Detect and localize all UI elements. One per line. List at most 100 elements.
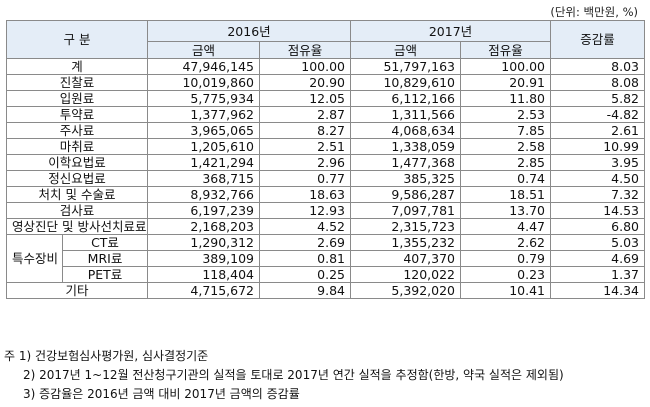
special-equipment-label: 특수장비: [6, 234, 63, 283]
amount-2016: 389,109: [147, 250, 261, 267]
amount-2016: 3,965,065: [147, 122, 261, 139]
row-label: 주사료: [5, 122, 149, 139]
share-2016: 100.00: [259, 58, 352, 75]
row-label: 계: [5, 58, 149, 75]
share-2017: 2.58: [460, 138, 552, 155]
table-row: 이학요법료 1,421,294 2.96 1,477,368 2.85 3.95: [5, 154, 646, 171]
table-row: 기타 4,715,672 9.84 5,392,020 10.41 14.34: [5, 282, 646, 299]
share-2017: 20.91: [460, 74, 552, 91]
header-amount-2017: 금액: [350, 41, 462, 59]
change-rate: -4.82: [550, 106, 646, 123]
share-2016: 12.93: [259, 202, 352, 219]
amount-2017: 385,325: [350, 170, 462, 187]
row-label: 이학요법료: [5, 154, 149, 171]
header-amount-2016: 금액: [147, 41, 261, 59]
footnotes: 주 1) 건강보험심사평가원, 심사결정기준 2) 2017년 1~12월 전산…: [4, 347, 564, 404]
share-2017: 13.70: [460, 202, 552, 219]
footnote: 3) 증감율은 2016년 금액 대비 2017년 금액의 증감률: [23, 387, 300, 401]
amount-2017: 6,112,166: [350, 90, 462, 107]
header-category: 구 분: [5, 20, 149, 59]
row-label: MRI료: [61, 250, 149, 267]
change-rate: 8.08: [550, 74, 646, 91]
header-year-2016: 2016년: [147, 20, 352, 42]
change-rate: 5.03: [550, 234, 646, 251]
row-label: 투약료: [5, 106, 149, 123]
amount-2016: 47,946,145: [147, 58, 261, 75]
row-label: 진찰료: [5, 74, 149, 91]
change-rate: 1.37: [550, 266, 646, 283]
row-label: 마취료: [5, 138, 149, 155]
share-2016: 0.81: [259, 250, 352, 267]
share-2017: 11.80: [460, 90, 552, 107]
row-label: 영상진단 및 방사선치료료: [5, 218, 149, 235]
change-rate: 4.69: [550, 250, 646, 267]
row-label: 검사료: [5, 202, 149, 219]
header-row-sub: 금액 점유율 금액 점유율: [7, 41, 645, 59]
share-2016: 20.90: [259, 74, 352, 91]
share-2017: 0.74: [460, 170, 552, 187]
row-label: PET료: [61, 266, 149, 283]
amount-2017: 1,311,566: [350, 106, 462, 123]
share-2017: 100.00: [460, 58, 552, 75]
amount-2017: 1,355,232: [350, 234, 462, 251]
share-2016: 4.52: [259, 218, 352, 235]
data-table: 구 분 2016년 2017년 증감률 금액 점유율 금액 점유율 계 47,9…: [5, 20, 646, 299]
footnote: 주 1) 건강보험심사평가원, 심사결정기준: [4, 349, 209, 363]
share-2016: 9.84: [259, 282, 352, 299]
unit-label: (단위: 백만원, %): [550, 5, 638, 19]
amount-2016: 10,019,860: [147, 74, 261, 91]
amount-2017: 10,829,610: [350, 74, 462, 91]
share-2016: 2.69: [259, 234, 352, 251]
row-label: CT료: [61, 234, 149, 251]
amount-2017: 2,315,723: [350, 218, 462, 235]
amount-2017: 120,022: [350, 266, 462, 283]
share-2016: 2.96: [259, 154, 352, 171]
row-label: 처치 및 수술료: [5, 186, 149, 203]
change-rate: 5.82: [550, 90, 646, 107]
amount-2016: 118,404: [147, 266, 261, 283]
table-row: 투약료 1,377,962 2.87 1,311,566 2.53 -4.82: [5, 106, 646, 123]
amount-2016: 8,932,766: [147, 186, 261, 203]
table-row: 영상진단 및 방사선치료료 2,168,203 4.52 2,315,723 4…: [5, 218, 646, 235]
share-2016: 18.63: [259, 186, 352, 203]
header-year-2017: 2017년: [350, 20, 552, 42]
share-2016: 0.25: [259, 266, 352, 283]
amount-2017: 5,392,020: [350, 282, 462, 299]
share-2017: 2.62: [460, 234, 552, 251]
amount-2017: 9,586,287: [350, 186, 462, 203]
table-row: PET료 118,404 0.25 120,022 0.23 1.37: [7, 266, 646, 283]
change-rate: 7.32: [550, 186, 646, 203]
share-2017: 18.51: [460, 186, 552, 203]
table-row: 검사료 6,197,239 12.93 7,097,781 13.70 14.5…: [5, 202, 646, 219]
change-rate: 4.50: [550, 170, 646, 187]
change-rate: 2.61: [550, 122, 646, 139]
share-2016: 8.27: [259, 122, 352, 139]
table-row: MRI료 389,109 0.81 407,370 0.79 4.69: [7, 250, 646, 267]
amount-2017: 1,338,059: [350, 138, 462, 155]
amount-2016: 1,377,962: [147, 106, 261, 123]
change-rate: 3.95: [550, 154, 646, 171]
header-row-top: 구 분 2016년 2017년 증감률: [5, 20, 646, 59]
change-rate: 10.99: [550, 138, 646, 155]
amount-2017: 7,097,781: [350, 202, 462, 219]
change-rate: 14.34: [550, 282, 646, 299]
share-2017: 0.79: [460, 250, 552, 267]
footnote: 2) 2017년 1~12월 전산청구기관의 실적을 토대로 2017년 연간 …: [23, 368, 564, 382]
change-rate: 14.53: [550, 202, 646, 219]
amount-2017: 51,797,163: [350, 58, 462, 75]
amount-2016: 4,715,672: [147, 282, 261, 299]
table-row: 정신요법료 368,715 0.77 385,325 0.74 4.50: [5, 170, 646, 187]
share-2016: 2.51: [259, 138, 352, 155]
table-row: 입원료 5,775,934 12.05 6,112,166 11.80 5.82: [5, 90, 646, 107]
table-row: 마취료 1,205,610 2.51 1,338,059 2.58 10.99: [5, 138, 646, 155]
table-row: 특수장비 CT료 1,290,312 2.69 1,355,232 2.62 5…: [6, 234, 646, 283]
table-row: 주사료 3,965,065 8.27 4,068,634 7.85 2.61: [5, 122, 646, 139]
amount-2016: 1,205,610: [147, 138, 261, 155]
amount-2017: 1,477,368: [350, 154, 462, 171]
amount-2016: 5,775,934: [147, 90, 261, 107]
table-row: 계 47,946,145 100.00 51,797,163 100.00 8.…: [5, 58, 646, 75]
share-2017: 2.53: [460, 106, 552, 123]
row-label: 기타: [5, 282, 149, 299]
amount-2017: 4,068,634: [350, 122, 462, 139]
amount-2016: 1,421,294: [147, 154, 261, 171]
